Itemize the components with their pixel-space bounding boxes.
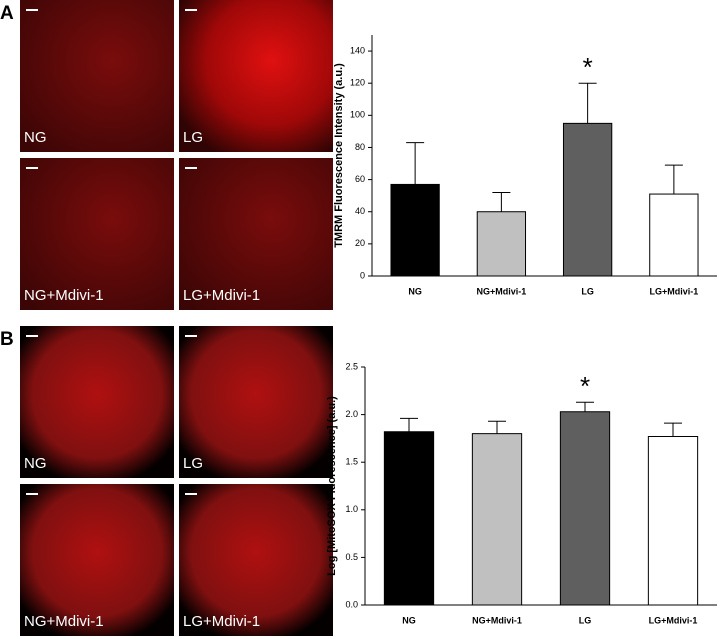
y-tick-label: 0 [360, 270, 365, 280]
micrograph [179, 158, 333, 310]
micrograph [20, 0, 174, 152]
x-tick-label: NG+Mdivi-1 [472, 615, 522, 625]
panel-label: B [0, 329, 14, 350]
x-tick-label: LG+Mdivi-1 [649, 615, 698, 625]
annotation: * [580, 371, 590, 401]
x-tick-label: NG [402, 615, 416, 625]
x-tick-label: LG [581, 286, 594, 296]
y-tick-label: 2.5 [345, 361, 358, 371]
bar [559, 411, 611, 606]
y-tick-label: 20 [355, 238, 365, 248]
y-tick-label: 40 [355, 206, 365, 216]
image-label: NG+Mdivi-1 [24, 287, 104, 304]
x-tick-label: LG [579, 615, 592, 625]
y-axis-label: TMRM Fluorescence Intensity (a.u.) [333, 63, 345, 248]
y-tick-label: 0.5 [345, 552, 358, 562]
y-tick-label: 60 [355, 174, 365, 184]
panel-label: A [0, 3, 14, 24]
bar [471, 433, 523, 606]
x-tick-label: NG+Mdivi-1 [476, 286, 526, 296]
micrograph [20, 326, 174, 478]
bar [562, 122, 613, 277]
x-tick-label: LG+Mdivi-1 [649, 286, 698, 296]
micrograph [20, 484, 174, 636]
bar [647, 435, 699, 606]
y-tick-label: 100 [350, 110, 365, 120]
micrograph [20, 158, 174, 310]
micrograph [179, 0, 333, 152]
y-tick-label: 120 [350, 78, 365, 88]
y-tick-label: 140 [350, 45, 365, 55]
image-label: LG [183, 129, 203, 146]
image-label: NG [24, 129, 47, 146]
y-tick-label: 1.0 [345, 504, 358, 514]
image-label: LG [183, 455, 203, 472]
image-label: NG [24, 455, 47, 472]
bar [476, 211, 527, 277]
y-axis-label: Log [MitoSOX Fluorescence] (a.u.) [326, 396, 338, 576]
micrograph [179, 484, 333, 636]
image-label: LG+Mdivi-1 [183, 287, 260, 304]
micrograph [179, 326, 333, 478]
y-tick-label: 1.5 [345, 457, 358, 467]
bar [649, 193, 699, 277]
y-tick-label: 80 [355, 142, 365, 152]
image-label: NG+Mdivi-1 [24, 613, 104, 630]
x-tick-label: NG [408, 286, 422, 296]
annotation: * [583, 52, 593, 82]
bar [390, 183, 440, 277]
y-tick-label: 0.0 [345, 599, 358, 609]
bar [383, 431, 435, 606]
image-label: LG+Mdivi-1 [183, 613, 260, 630]
y-tick-label: 2.0 [345, 409, 358, 419]
